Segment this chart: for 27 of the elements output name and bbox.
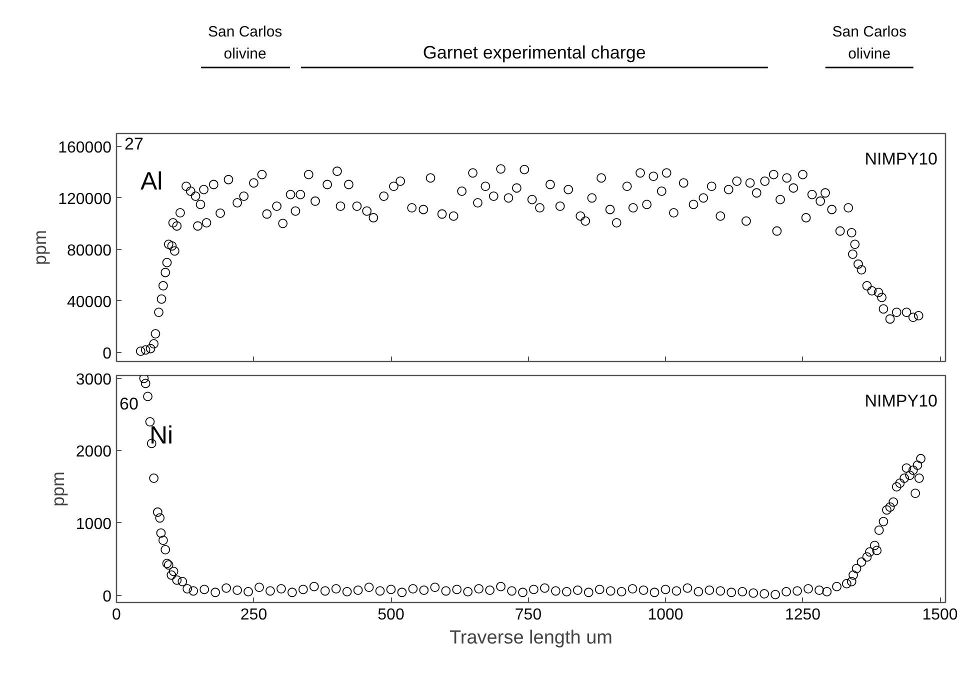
x-tick-label: 1000 [648,606,684,624]
annotation: 27 [124,134,144,154]
annotation: 60 [120,394,138,414]
x-tick-label: 500 [378,606,404,624]
annotation: NIMPY10 [864,150,938,168]
y-tick-label: 0 [102,345,112,362]
x-axis-title: Traverse length um [450,628,612,648]
text: Garnet experimental charge [422,42,646,62]
annotation: NIMPY10 [864,392,938,410]
annotation: Ni [150,422,174,450]
text: San Carlos olivine [832,23,906,62]
y-tick-label: 120000 [58,190,112,208]
y-tick-label: 2000 [76,444,112,461]
y-tick-label: 160000 [58,139,112,156]
y-tick-label: 40000 [67,294,112,311]
y-tick-label: 0 [102,588,112,606]
x-tick-label: 1250 [784,606,821,624]
y-tick-label: 3000 [76,371,112,388]
y-axis-title: ppm [48,471,68,507]
y-tick-label: 80000 [67,242,112,260]
x-tick-label: 750 [514,606,542,624]
y-tick-label: 1000 [76,516,112,533]
annotation: Al [140,168,163,196]
x-tick-label: 1500 [922,606,958,624]
x-tick-label: 250 [240,606,268,624]
text: San Carlos olivine [208,23,282,62]
y-axis-title: ppm [30,230,50,266]
